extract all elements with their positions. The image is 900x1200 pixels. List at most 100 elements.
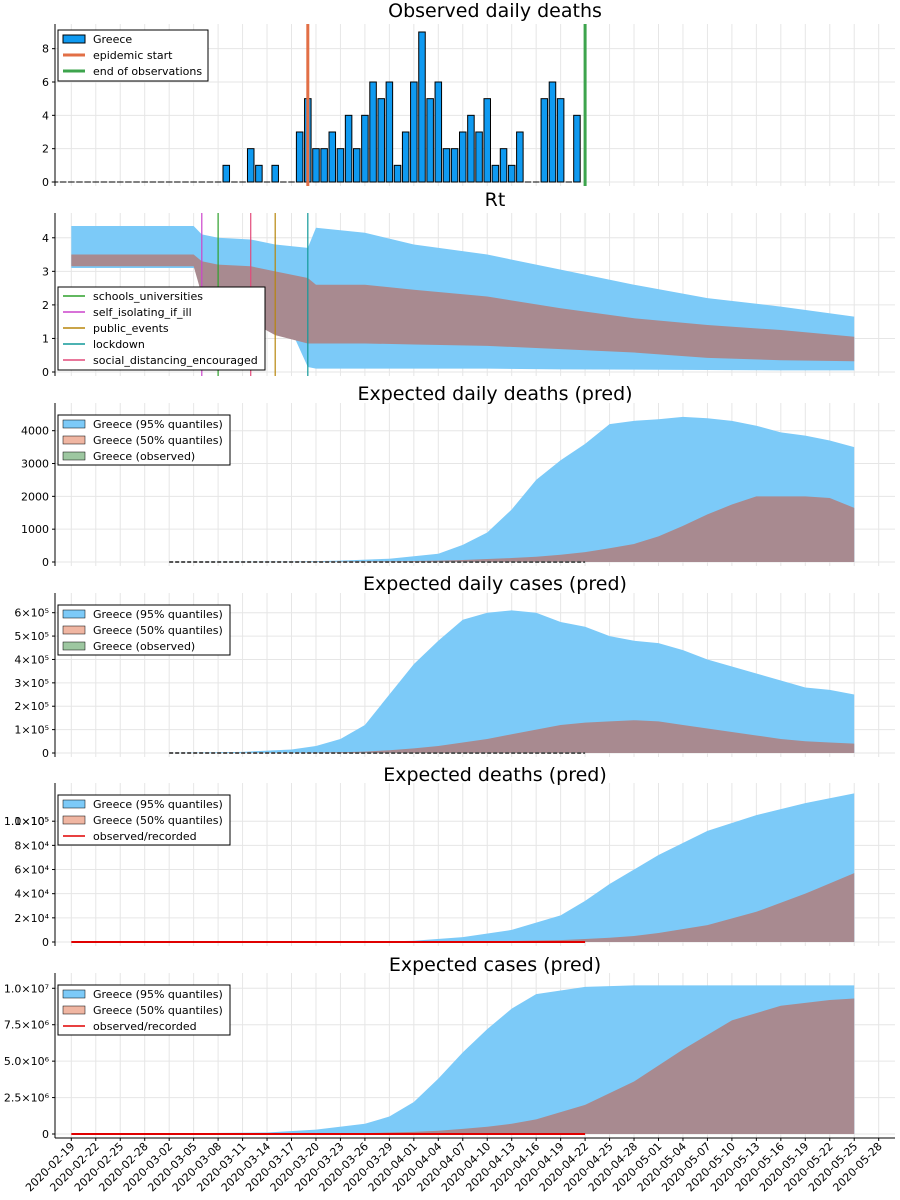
- legend-swatch: [62, 815, 86, 825]
- y-tick-label: 3×10⁵: [14, 677, 49, 690]
- y-tick-label: 4×10⁵: [14, 653, 49, 666]
- legend-box: [57, 604, 231, 656]
- chart-title: Observed daily deaths: [388, 0, 602, 22]
- bar: [450, 148, 459, 183]
- legend-box: [57, 286, 266, 371]
- y-tick-label: 0: [42, 366, 49, 379]
- legend-label: Greece: [93, 33, 132, 46]
- y-tick-label: 8×10⁴: [14, 839, 49, 852]
- legend-label: Greece (50% quantiles): [93, 814, 223, 827]
- legend-label: end of observations: [93, 65, 202, 78]
- legend-box: [57, 984, 231, 1036]
- legend-label: Greece (95% quantiles): [93, 798, 223, 811]
- chart-title: Rt: [485, 189, 506, 211]
- y-tick-label: 2×10⁵: [14, 700, 49, 713]
- bar: [491, 164, 500, 183]
- y-tick-label: 5.0×10⁶: [4, 1055, 50, 1068]
- bar: [475, 131, 483, 183]
- legend-label: observed/recorded: [93, 1020, 197, 1033]
- legend-swatch: [62, 1005, 86, 1015]
- legend-swatch: [62, 641, 86, 651]
- legend-label: Greece (95% quantiles): [93, 988, 223, 1001]
- chart-title: Expected deaths (pred): [383, 764, 607, 786]
- legend: Greece (95% quantiles) Greece (50% quanti…: [57, 414, 231, 466]
- y-tick-label: 3: [42, 265, 49, 278]
- legend-label: social_distancing_encouraged: [93, 354, 258, 367]
- y-tick-label: 4: [42, 109, 49, 122]
- bar: [295, 131, 304, 183]
- y-tick-label: 0: [42, 936, 49, 949]
- bar: [442, 148, 451, 183]
- panel-1: Observed daily deaths 0 2 4 6 8 Greece epidemic…: [42, 0, 895, 189]
- bar: [312, 148, 320, 183]
- legend-swatch: [62, 799, 86, 809]
- legend-label: public_events: [93, 322, 169, 335]
- legend-swatch: [62, 34, 86, 44]
- bar: [336, 148, 345, 183]
- panel-6: Expected cases (pred) 0 2.5×10⁶ 5.0×10⁶ 7.5×…: [4, 954, 895, 1141]
- legend-swatch: [62, 625, 86, 635]
- panel-2: Rt 0 1 2 3 4 schools_universities self_isolatin…: [42, 189, 895, 379]
- legend-label: lockdown: [93, 338, 145, 351]
- bar: [361, 114, 369, 183]
- bar: [573, 114, 581, 183]
- y-tick-label: 2: [42, 143, 49, 156]
- band-50: [71, 873, 855, 942]
- legend-label: Greece (95% quantiles): [93, 608, 223, 621]
- bar: [393, 164, 402, 183]
- bar: [483, 98, 491, 183]
- panel-5: Expected deaths (pred) 0 2×10⁴ 4×10⁴ 6×10⁴ 8×…: [4, 764, 895, 949]
- bar: [344, 114, 353, 183]
- bar: [556, 98, 565, 183]
- legend-label: Greece (50% quantiles): [93, 624, 223, 637]
- y-tick-label: 4×10⁴: [14, 888, 49, 901]
- bar: [434, 81, 443, 183]
- band-95: [169, 610, 855, 753]
- y-tick-label: 0: [42, 1128, 49, 1141]
- bar: [222, 164, 231, 183]
- bar: [426, 98, 434, 183]
- legend-swatch: [62, 435, 86, 445]
- bar: [352, 148, 361, 183]
- y-tick-label: 8: [42, 43, 49, 56]
- y-tick-label: 1.0×10⁵: [4, 815, 49, 828]
- legend-swatch: [62, 451, 86, 461]
- legend: Greece (95% quantiles) Greece (50% quanti…: [57, 604, 231, 656]
- panel-3: Expected daily deaths (pred) 0 1000 2000 300…: [21, 383, 895, 569]
- y-tick-label: 1: [42, 332, 49, 345]
- legend: Greece (95% quantiles) Greece (50% quanti…: [57, 984, 231, 1036]
- bar: [499, 148, 508, 183]
- band-95: [169, 416, 855, 562]
- bar: [246, 148, 255, 183]
- band-95: [71, 793, 855, 942]
- band-50: [169, 720, 855, 753]
- bar: [328, 131, 337, 183]
- chart-title: Expected daily cases (pred): [363, 573, 627, 595]
- y-tick-label: 7.5×10⁶: [4, 1019, 50, 1032]
- bar: [401, 131, 410, 183]
- legend-label: Greece (observed): [93, 450, 195, 463]
- bar: [540, 98, 549, 183]
- legend-swatch: [62, 419, 86, 429]
- chart-title: Expected cases (pred): [389, 954, 601, 976]
- bar: [320, 148, 328, 183]
- bar: [548, 81, 557, 183]
- panel-4: Expected daily cases (pred) 0 1×10⁵ 2×10⁵ 3×…: [14, 573, 895, 760]
- legend-label: self_isolating_if_ill: [93, 306, 192, 319]
- y-tick-label: 2×10⁴: [14, 912, 49, 925]
- y-tick-label: 0: [42, 176, 49, 189]
- bar: [271, 164, 279, 183]
- bar: [410, 81, 418, 183]
- y-tick-label: 4000: [21, 425, 49, 438]
- y-tick-label: 0: [42, 556, 49, 569]
- y-tick-label: 2: [42, 299, 49, 312]
- bar: [467, 114, 475, 183]
- bar: [418, 31, 426, 183]
- y-tick-label: 1×10⁵: [14, 815, 49, 828]
- y-tick-label: 1000: [21, 523, 49, 536]
- bar: [459, 131, 467, 183]
- y-tick-label: 0: [42, 747, 49, 760]
- bar: [255, 164, 263, 183]
- bar: [377, 98, 385, 183]
